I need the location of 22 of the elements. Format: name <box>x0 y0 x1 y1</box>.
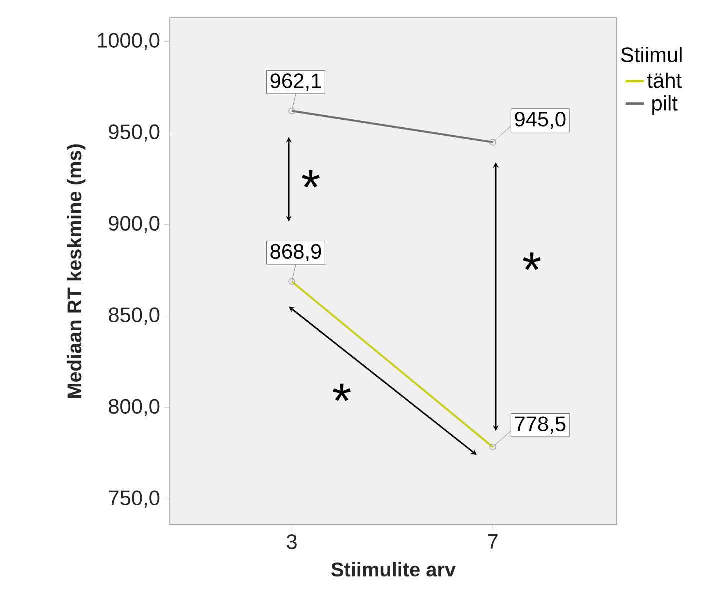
y-tick-label: 950,0 <box>109 124 160 142</box>
y-tick-label: 900,0 <box>109 216 160 234</box>
annotation: * <box>333 384 351 402</box>
y-tick-label: 750,0 <box>109 490 160 508</box>
x-tick-label: 3 <box>286 534 297 550</box>
x-axis-title: Stiimulite arv <box>332 562 456 577</box>
legend-label: pilt <box>652 96 678 116</box>
data-label: 868,9 <box>270 244 322 262</box>
point <box>288 108 296 114</box>
y-axis-title: Mediaan RT keskmine (ms) <box>67 144 86 398</box>
legend-title: Stiimul <box>621 47 682 62</box>
y-tick-label: 850,0 <box>109 308 160 325</box>
point <box>490 139 496 146</box>
data-label: 945,0 <box>515 112 566 130</box>
y-tick-label: 800,0 <box>109 399 160 416</box>
legend-label: täht <box>647 72 682 88</box>
data-label: 778,5 <box>515 416 566 434</box>
annotation: * <box>523 252 541 270</box>
y-tick-label: 1000,0 <box>98 33 160 50</box>
data-label: 962,1 <box>270 74 322 91</box>
annotation: * <box>302 170 320 188</box>
x-tick-label: 7 <box>488 534 498 549</box>
